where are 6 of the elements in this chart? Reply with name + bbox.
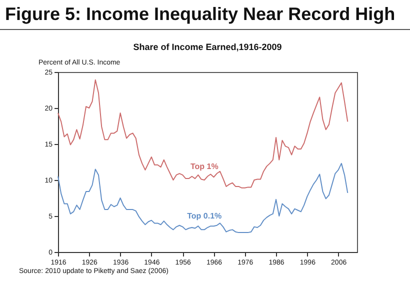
line-series <box>58 162 348 234</box>
series-label: Top 1% <box>190 162 218 171</box>
series-label: Top 0.1% <box>187 212 222 221</box>
chart-subtitle: Share of Income Earned,1916-2009 <box>133 42 282 52</box>
chart-title: Figure 5: Income Inequality Near Record High <box>5 4 396 25</box>
line-series <box>58 79 348 188</box>
